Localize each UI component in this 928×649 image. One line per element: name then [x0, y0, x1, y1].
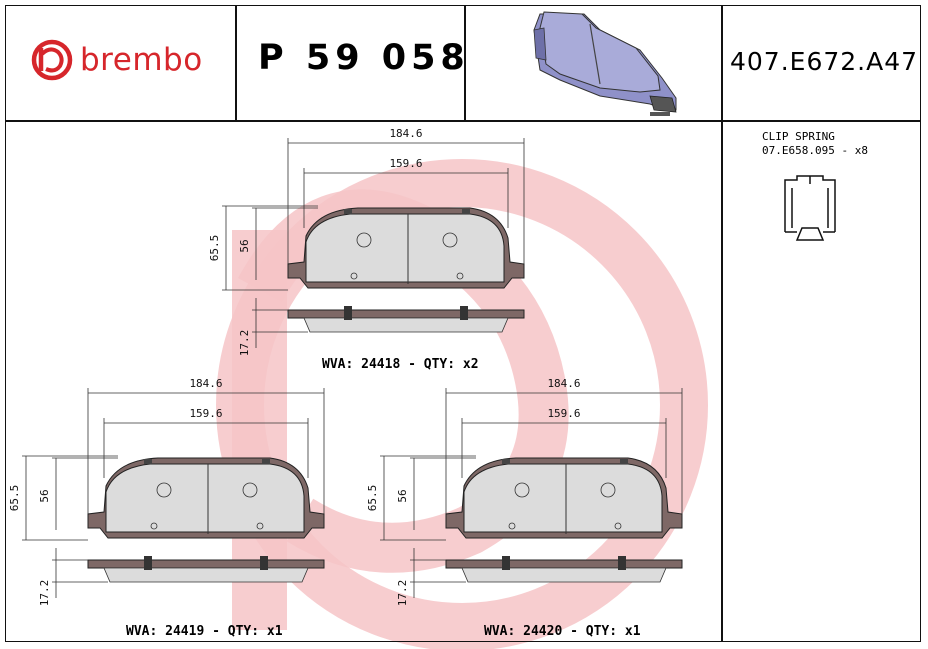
dim-inner-width: 159.6: [547, 407, 580, 420]
clip-spring-code: 07.E658.095 - x8: [762, 144, 868, 157]
header-divider: [5, 120, 921, 122]
clip-spring-title: CLIP SPRING: [762, 130, 835, 143]
dim-inner-height: 56: [38, 489, 51, 502]
wva-label-top: WVA: 24418 - QTY: x2: [322, 357, 479, 372]
dim-inner-height: 56: [238, 239, 251, 252]
dim-thickness: 17.2: [238, 330, 251, 357]
dim-overall-width: 184.6: [547, 377, 580, 390]
side-backing: [445, 559, 683, 569]
friction-material: [463, 463, 663, 533]
friction-material: [305, 213, 505, 283]
dim-inner-height: 56: [396, 489, 409, 502]
side-friction: [461, 567, 667, 583]
friction-material: [105, 463, 305, 533]
pad-drawing-bottom-right: 184.6 159.6 65.5 56 17.2: [366, 377, 683, 607]
header-sep-2: [464, 5, 466, 121]
dim-overall-width: 184.6: [189, 377, 222, 390]
reference-number: 407.E672.A47: [730, 47, 919, 76]
pad-drawing-bottom-left: 184.6 159.6 65.5 56 17.2: [8, 377, 325, 607]
part-number: P 59 058: [258, 38, 470, 78]
dim-inner-width: 159.6: [389, 157, 422, 170]
side-friction: [103, 567, 309, 583]
dim-overall-width: 184.6: [389, 127, 422, 140]
dim-thickness: 17.2: [38, 580, 51, 607]
side-friction: [303, 317, 509, 333]
right-column-sep: [721, 5, 723, 642]
dim-overall-height: 65.5: [208, 235, 221, 262]
drawing-frame: [5, 5, 921, 642]
side-backing: [87, 559, 325, 569]
dim-overall-height: 65.5: [366, 485, 379, 512]
clip-spring-label: CLIP SPRING 07.E658.095 - x8: [762, 130, 868, 158]
brembo-emblem-icon: [31, 39, 73, 81]
dim-overall-height: 65.5: [8, 485, 21, 512]
dim-inner-width: 159.6: [189, 407, 222, 420]
dim-thickness: 17.2: [396, 580, 409, 607]
brand-name: brembo: [80, 42, 203, 78]
wva-label-bottom-left: WVA: 24419 - QTY: x1: [126, 624, 283, 639]
brand-logo: brembo: [30, 39, 203, 81]
wva-label-bottom-right: WVA: 24420 - QTY: x1: [484, 624, 641, 639]
pad-drawing-top: 184.6 159.6 65.5 56 17.2: [208, 127, 525, 357]
side-backing: [287, 309, 525, 319]
header-sep-1: [235, 5, 237, 121]
